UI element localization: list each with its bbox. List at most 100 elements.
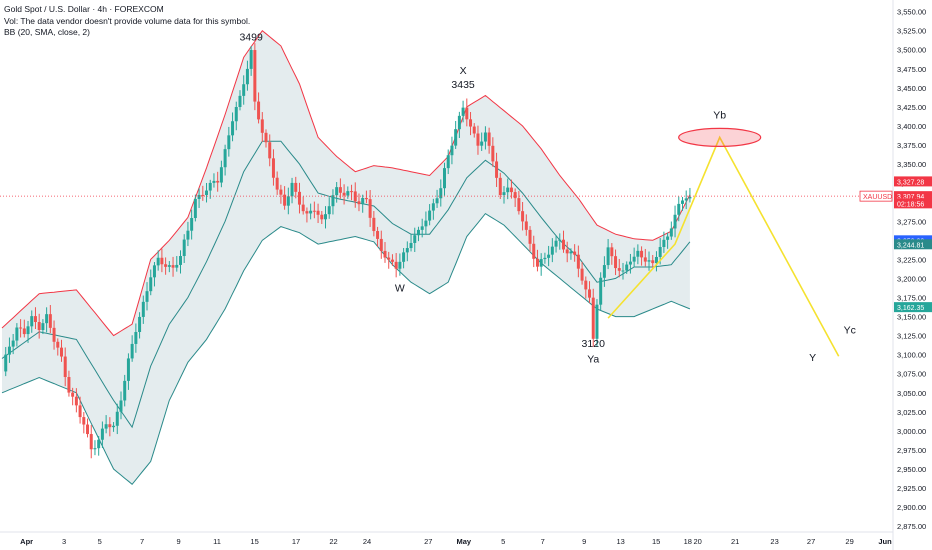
candle-body [134,331,138,344]
candle-body [498,177,502,196]
candle-body [67,377,71,393]
candle-body [33,316,37,323]
candle-body [416,229,420,236]
candle-body [480,141,484,146]
bb-indicator-label[interactable]: BB (20, SMA, close, 2) [4,27,90,37]
candle-body [119,400,123,412]
candle-body [617,268,621,271]
candle-body [573,251,577,255]
candle-body [640,250,644,258]
x-tick-label: 13 [616,537,624,546]
price-tag-text: 3,307.94 [897,194,924,201]
candle-body [554,240,558,247]
x-tick-label: 21 [731,537,739,546]
candle-body [636,250,640,257]
y-tick-label: 3,225.00 [897,255,926,264]
y-tick-label: 3,275.00 [897,217,926,226]
price-tag-text: 02:18:56 [897,201,924,208]
price-tags: 3,327.28XAUUSD3,307.9402:18:563,250.003,… [859,176,932,313]
wave-label: 3435 [451,79,475,91]
candle-body [502,192,506,196]
y-tick-label: 3,450.00 [897,84,926,93]
candle-body [41,323,45,331]
price-tag-text: 3,162.35 [897,305,924,312]
y-tick-label: 3,475.00 [897,65,926,74]
candle-body [431,203,435,211]
symbol-title[interactable]: Gold Spot / U.S. Dollar · 4h · FOREXCOM [4,4,164,14]
candle-body [669,228,673,237]
candle-body [238,95,242,107]
candle-body [688,197,692,199]
y-tick-label: 3,050.00 [897,389,926,398]
candle-body [561,239,565,250]
candle-body [454,129,458,146]
candle-body [469,119,473,127]
candle-body [26,326,30,335]
candle-body [264,132,268,143]
x-tick-label: 24 [363,537,371,546]
candle-body [450,145,454,156]
price-tag-box [894,176,932,187]
candle-body [316,210,320,215]
candle-body [249,50,253,69]
candle-body [197,194,201,199]
candle-body [424,220,428,227]
y-tick-label: 3,200.00 [897,274,926,283]
candle-body [164,264,168,267]
candle-body [602,265,606,278]
candle-body [654,256,658,264]
candle-body [126,358,130,381]
time-axis[interactable]: Apr 3 5 7 9 11 15 17 22 24 27 May 5 7 9 13 15 18 20 21 23 27 2… [0,531,893,546]
candle-body [82,417,86,425]
candle-body [684,198,688,201]
candle-body [104,424,108,429]
candle-body [97,439,101,449]
candle-body [625,264,629,271]
candle-body [152,265,156,278]
price-tag-box [894,239,932,250]
candle-body [52,327,56,342]
candle-body [93,448,97,450]
candle-body [63,356,67,378]
candle-body [156,257,160,266]
candle-body [443,168,446,189]
candle-body [320,214,324,220]
band-lower [1,212,691,486]
candle-body [651,260,655,264]
candle-body [45,314,49,324]
candle-body [175,264,179,268]
candle-body [312,210,316,212]
x-tick-label: 5 [98,537,102,546]
x-tick-label: May [456,537,471,546]
x-tick-label: 22 [329,537,337,546]
candle-body [30,316,34,327]
candle-body [565,249,569,254]
y-tick-label: 3,125.00 [897,332,926,341]
candle-body [190,218,194,231]
candle-body [149,277,153,292]
candle-body [595,304,599,339]
candle-body [74,396,78,406]
candle-body [294,182,298,192]
candle-body [216,180,220,183]
y-tick-label: 3,500.00 [897,46,926,55]
price-tag-box [894,302,932,313]
candle-body [610,247,614,257]
candle-body [327,206,331,215]
candle-body [186,230,190,240]
x-tick-label: 17 [292,537,300,546]
candle-body [547,254,551,258]
candle-body [584,280,588,290]
candle-body [15,327,19,341]
y-tick-label: 3,000.00 [897,427,926,436]
y-tick-label: 3,100.00 [897,351,926,360]
candle-body [628,261,632,265]
x-tick-label: 15 [652,537,660,546]
candle-body [677,203,681,215]
price-axis[interactable]: 3,550.00 3,525.00 3,500.00 3,475.00 3,450.00… [892,0,926,550]
wave-label: Yb [713,109,726,121]
candle-body [539,259,543,267]
candle-body [588,289,592,298]
candle-body [7,346,11,355]
